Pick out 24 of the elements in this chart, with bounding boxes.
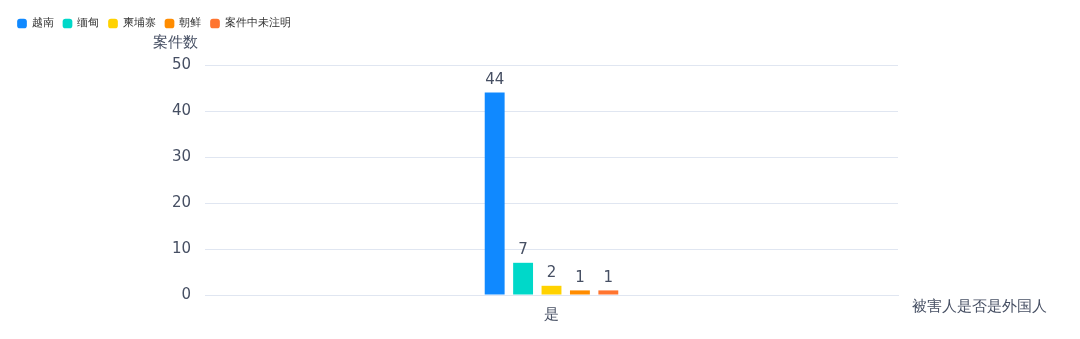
y-tick-label: 50 [171, 54, 191, 73]
bar [598, 290, 619, 295]
data-label: 7 [518, 240, 528, 259]
y-axis-title: 案件数 [152, 33, 198, 52]
data-label: 1 [603, 267, 614, 286]
data-label: 1 [575, 267, 585, 286]
bar [484, 92, 505, 295]
bar [541, 285, 562, 295]
x-tick-label: 是 [544, 304, 559, 323]
y-tick-label: 0 [181, 284, 191, 303]
y-tick-label: 40 [171, 100, 191, 119]
data-label: 44 [485, 69, 505, 88]
y-tick-label: 10 [171, 238, 191, 257]
x-axis-title: 被害人是否是外国人 [912, 296, 1047, 315]
legend-label: 柬埔寨 [122, 16, 156, 30]
legend-label: 越南 [31, 16, 54, 30]
legend-label: 缅甸 [77, 16, 99, 30]
y-tick-label: 20 [171, 192, 191, 211]
data-label: 2 [546, 263, 557, 282]
legend-label: 朝鲜 [179, 16, 201, 30]
legend-label: 案件中未注明 [224, 16, 291, 30]
y-tick-label: 30 [171, 146, 191, 165]
bar [569, 290, 590, 295]
bar [513, 262, 534, 295]
